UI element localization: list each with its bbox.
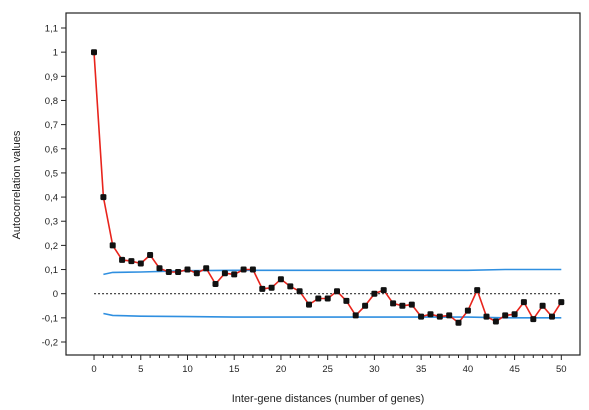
autocorrelation-point <box>483 313 490 320</box>
autocorrelation-point <box>184 266 191 273</box>
autocorrelation-point <box>287 283 294 290</box>
x-tick-label: 30 <box>369 364 380 375</box>
autocorrelation-point <box>193 270 200 277</box>
y-tick-label: 0,6 <box>45 144 58 155</box>
autocorrelation-point <box>277 276 284 283</box>
x-tick-label: 50 <box>556 364 567 375</box>
autocorrelation-point <box>268 284 275 291</box>
y-tick-label: 0,2 <box>45 241 58 252</box>
x-axis: 0 5 10 15 20 25 30 35 40 45 50 <box>91 355 567 375</box>
autocorrelation-point <box>324 295 331 302</box>
x-tick-label: 25 <box>322 364 333 375</box>
autocorrelation-point <box>446 312 453 319</box>
autocorrelation-point <box>352 312 359 319</box>
autocorrelation-point <box>221 270 228 277</box>
autocorrelation-point <box>520 299 527 306</box>
autocorrelation-point <box>474 287 481 294</box>
plot-frame <box>65 12 581 356</box>
y-tick-label: 1,1 <box>45 24 58 35</box>
autocorrelation-point <box>315 295 322 302</box>
autocorrelation-point <box>259 285 266 292</box>
autocorrelation-point <box>128 258 135 265</box>
autocorrelation-point <box>343 297 350 304</box>
autocorrelation-point <box>530 316 537 323</box>
autocorrelation-point <box>137 260 144 267</box>
x-tick-label: 45 <box>509 364 520 375</box>
autocorrelation-point <box>436 313 443 320</box>
autocorrelation-point <box>212 281 219 287</box>
autocorrelation-point <box>119 256 126 263</box>
autocorrelation-point <box>539 302 546 309</box>
y-tick-label: 1 <box>53 48 58 59</box>
x-tick-label: 40 <box>463 364 474 375</box>
autocorrelation-point <box>296 288 303 295</box>
x-tick-label: 20 <box>276 364 287 375</box>
y-tick-label: 0,1 <box>45 265 58 276</box>
autocorrelation-point <box>203 265 210 272</box>
x-tick-label: 5 <box>138 364 143 375</box>
autocorrelation-point <box>455 319 462 326</box>
y-tick-label: -0,1 <box>42 313 58 324</box>
autocorrelation-point <box>165 269 172 275</box>
autocorrelation-point <box>334 288 340 295</box>
autocorrelation-point <box>175 269 182 275</box>
autocorrelation-point <box>91 49 97 56</box>
autocorrelation-point <box>231 271 238 278</box>
autocorrelation-point <box>306 301 312 308</box>
y-tick-label: -0,2 <box>42 338 58 349</box>
autocorrelation-point <box>390 300 397 307</box>
x-tick-label: 35 <box>416 364 427 375</box>
y-tick-label: 0,4 <box>45 193 58 204</box>
autocorrelation-point <box>249 266 256 273</box>
autocorrelation-point <box>371 290 378 297</box>
autocorrelation-point <box>408 301 415 308</box>
x-axis-title: Inter-gene distances (number of genes) <box>232 393 425 405</box>
autocorrelation-point <box>418 313 425 320</box>
y-axis: -0,2 -0,1 0 0,1 0,2 0,3 0,4 0,5 0,6 0,7 0,8 0,9 1 1,1 <box>42 24 66 349</box>
autocorrelation-point <box>362 302 369 309</box>
y-tick-label: 0,8 <box>45 96 58 107</box>
y-tick-label: 0,3 <box>45 217 58 228</box>
upper-confidence-line <box>103 268 562 276</box>
autocorrelation-point <box>558 299 565 306</box>
autocorrelation-point <box>427 311 434 318</box>
autocorrelation-point <box>511 311 518 318</box>
autocorrelation-point <box>464 307 471 314</box>
autocorrelation-point <box>380 287 387 294</box>
y-tick-label: 0,7 <box>45 120 58 131</box>
autocorrelation-point <box>240 266 247 273</box>
y-tick-label: 0,9 <box>45 72 58 83</box>
autocorrelation-point <box>147 252 154 258</box>
y-tick-label: 0 <box>53 289 58 300</box>
autocorrelation-point <box>100 194 107 201</box>
x-tick-label: 10 <box>182 364 193 375</box>
autocorrelation-point <box>549 313 555 320</box>
autocorrelation-point <box>156 265 163 272</box>
x-tick-label: 15 <box>229 364 240 375</box>
autocorrelation-point <box>399 302 406 309</box>
series-layer <box>91 49 565 326</box>
x-tick-label: 0 <box>91 364 96 375</box>
autocorrelation-point <box>109 242 116 249</box>
autocorrelation-point <box>502 312 509 319</box>
y-tick-label: 0,5 <box>45 168 58 179</box>
y-axis-title: Autocorrelation values <box>11 130 23 239</box>
autocorrelation-point <box>492 318 499 325</box>
